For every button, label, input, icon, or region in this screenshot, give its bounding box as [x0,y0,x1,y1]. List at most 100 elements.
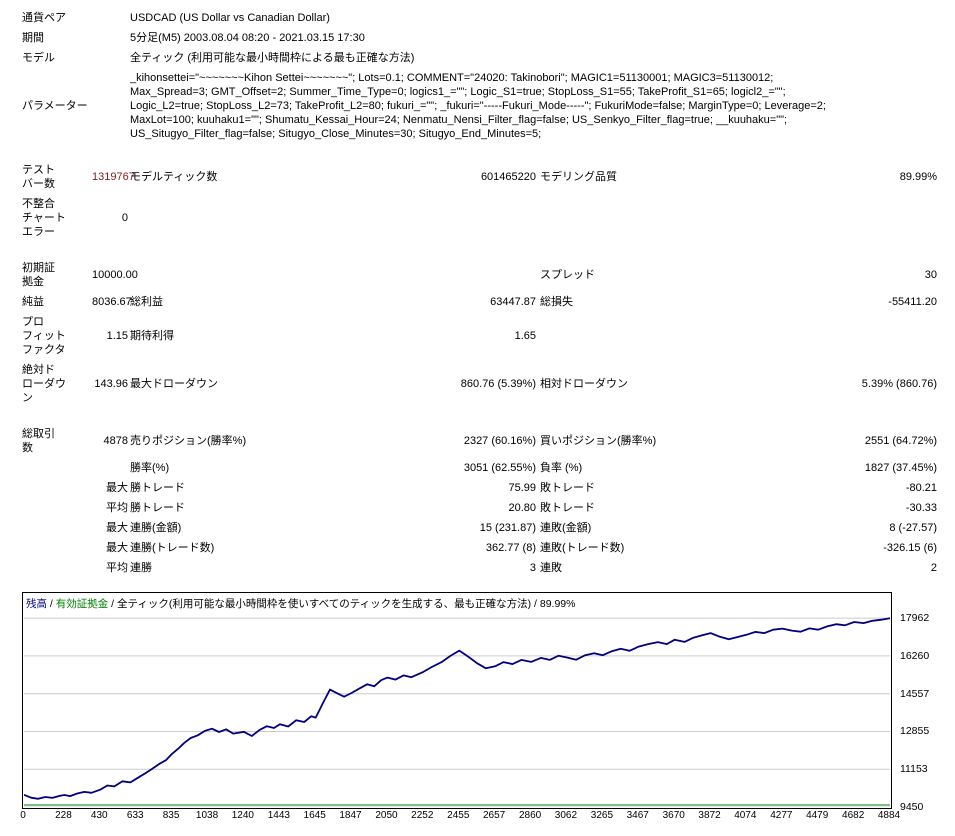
total-trades-label: 総取引 数 [22,428,55,454]
legend-equity-label: 有効証拠金 [55,598,109,610]
expected-payoff-value: 1.65 [514,330,536,342]
largest-loss-trade-value: -80.21 [905,482,938,494]
profit-factor-label: プロ フィット ファクタ [22,316,66,356]
x-tick-label: 228 [55,810,72,821]
x-tick-label: 2252 [411,810,434,821]
x-tick-label: 1645 [303,810,326,821]
y-tick-label: 16260 [900,649,930,662]
average-profit-trade-label: 勝トレード [130,502,185,514]
period-value: 5分足(M5) 2003.08.04 08:20 - 2021.03.15 17… [130,32,365,44]
row-test-bars: テスト バー数 1319767 モデルティック数 601465220 モデリング… [22,160,937,194]
avg-consec-losses-value: 2 [930,562,938,574]
row-period: 期間 5分足(M5) 2003.08.04 08:20 - 2021.03.15… [22,28,937,48]
param-line-1: _kihonsettei="~~~~~~~Kihon Settei~~~~~~~… [130,72,774,84]
model-ticks-label: モデルティック数 [130,171,218,183]
chart-plot-area: 残高 / 有効証拠金 / 全ティック(利用可能な最小時間枠を使いすべてのティック… [22,592,892,809]
row-consecutive-count: 最大 連勝(トレード数) 362.77 (8) 連敗(トレード数) -326.1… [22,538,937,558]
loss-trades-value: 1827 (37.45%) [864,462,938,474]
param-line-3: Logic_L2=true; StopLoss_L2=73; TakeProfi… [130,100,826,112]
x-tick-label: 1038 [195,810,219,821]
test-bars-label: テスト バー数 [22,164,55,190]
x-tick-label: 835 [162,810,180,821]
average-qualifier: 平均 [106,562,128,574]
loss-trades-label: 負率 (%) [540,462,583,474]
model-ticks-value: 601465220 [480,171,536,183]
balance-curve [24,617,890,807]
row-model: モデル 全ティック (利用可能な最小時間枠による最も正確な方法) [22,48,937,68]
consec-wins-money-value: 15 (231.87) [479,522,536,534]
modeling-quality-value: 89.99% [899,171,938,183]
x-tick-label: 4884 [877,810,901,821]
average-qualifier: 平均 [106,502,128,514]
row-parameters: パラメーター _kihonsettei="~~~~~~~Kihon Settei… [22,68,937,144]
row-consecutive-average: 平均 連勝 3 連敗 2 [22,558,937,578]
gross-profit-value: 63447.87 [490,296,536,308]
param-line-5: US_Situgyo_Filter_flag=false; Situgyo_Cl… [130,128,542,140]
currency-pair-value: USDCAD (US Dollar vs Canadian Dollar) [130,12,330,24]
short-positions-value: 2327 (60.16%) [463,435,536,447]
largest-loss-trade-label: 敗トレード [540,482,595,494]
row-largest-trade: 最大 勝トレード 75.99 敗トレード -80.21 [22,478,937,498]
legend-model-label: 全ティック(利用可能な最小時間枠を使いすべてのティックを生成する、最も正確な方法… [117,598,532,610]
mismatch-errors-value: 0 [121,212,128,224]
long-positions-value: 2551 (64.72%) [864,435,938,447]
net-profit-label: 純益 [22,296,44,308]
consec-losses-money-value: 8 (-27.57) [889,522,938,534]
test-bars-value: 1319767 [92,171,135,183]
legend-sep: / [108,598,118,610]
relative-drawdown-value: 5.39% (860.76) [861,378,938,390]
x-tick-label: 3062 [554,810,578,821]
x-tick-label: 0 [20,810,26,821]
largest-qualifier: 最大 [106,482,128,494]
largest-profit-trade-label: 勝トレード [130,482,185,494]
row-net-profit: 純益 8036.67 総利益 63447.87 総損失 -55411.20 [22,292,937,312]
gross-profit-label: 総利益 [130,296,163,308]
y-tick-label: 14557 [900,687,930,700]
gross-loss-value: -55411.20 [888,296,938,308]
parameters-label: パラメーター [22,100,88,112]
x-tick-label: 1240 [231,810,254,821]
spread-value: 30 [924,269,938,281]
profit-factor-value: 1.15 [106,330,128,342]
maximal-drawdown-label: 最大ドローダウン [130,378,218,390]
row-consecutive-money: 最大 連勝(金額) 15 (231.87) 連敗(金額) 8 (-27.57) [22,518,937,538]
spacer-row [22,144,937,160]
legend-quality-label: / 89.99% [531,598,576,610]
legend-balance-label: 残高 [26,598,47,610]
x-tick-label: 2050 [375,810,398,821]
x-tick-label: 633 [126,810,144,821]
consec-wins-count-label: 連勝(トレード数) [130,542,215,554]
net-profit-value: 8036.67 [92,296,132,308]
chart-y-axis-labels: 17962 16260 14557 12855 11153 9450 [900,592,955,813]
x-tick-label: 2455 [447,810,470,821]
largest-profit-trade-value: 75.99 [508,482,536,494]
currency-pair-label: 通貨ペア [22,12,66,24]
absolute-drawdown-value: 143.96 [94,378,128,390]
model-value: 全ティック (利用可能な最小時間枠による最も正確な方法) [130,52,415,64]
initial-deposit-label: 初期証 拠金 [22,262,55,288]
x-tick-label: 3670 [662,810,685,821]
row-profit-factor: プロ フィット ファクタ 1.15 期待利得 1.65 [22,312,937,360]
consec-losses-count-label: 連敗(トレード数) [540,542,625,554]
absolute-drawdown-label: 絶対ド ローダウ ン [22,364,66,404]
row-average-trade: 平均 勝トレード 20.80 敗トレード -30.33 [22,498,937,518]
average-loss-trade-label: 敗トレード [540,502,595,514]
avg-consec-wins-label: 連勝 [130,562,152,574]
avg-consec-wins-value: 3 [529,562,536,574]
gross-loss-label: 総損失 [540,296,573,308]
period-label: 期間 [22,32,44,44]
y-tick-label: 11153 [900,763,928,776]
mismatch-errors-label: 不整合 チャート エラー [22,198,66,238]
x-tick-label: 1847 [339,810,362,821]
spread-label: スプレッド [540,269,595,281]
relative-drawdown-label: 相対ドローダウン [540,378,628,390]
consec-wins-money-label: 連勝(金額) [130,522,182,534]
row-initial-deposit: 初期証 拠金 10000.00 スプレッド 30 [22,258,937,292]
x-tick-label: 4074 [734,810,757,821]
average-loss-trade-value: -30.33 [905,502,938,514]
short-positions-label: 売りポジション(勝率%) [130,435,247,447]
x-tick-label: 430 [90,810,108,821]
param-line-4: MaxLot=100; kuuhaku1=""; Shumatu_Kessai_… [130,114,788,126]
